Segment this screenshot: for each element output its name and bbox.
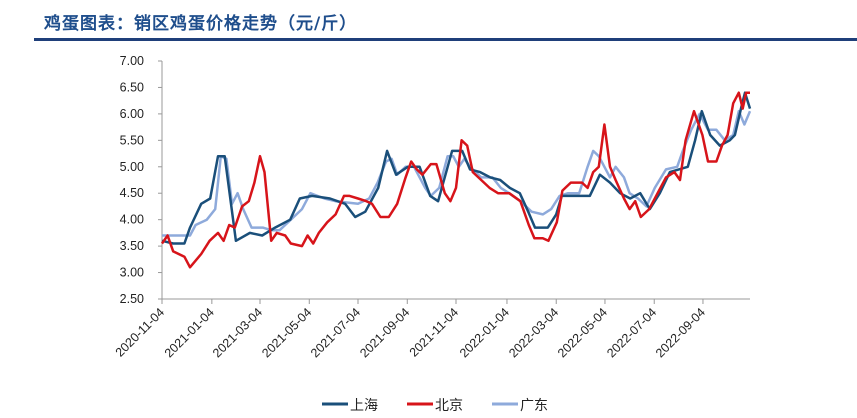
x-tick-label: 2021-09-04 (357, 305, 412, 360)
y-tick-label: 3.00 (120, 266, 144, 280)
x-tick-label: 2022-03-04 (506, 305, 561, 360)
x-tick-label: 2021-05-04 (259, 305, 314, 360)
legend-label-beijing: 北京 (435, 398, 463, 414)
y-tick-label: 5.50 (120, 133, 144, 147)
legend-label-guangdong: 广东 (520, 398, 548, 414)
y-tick-label: 3.50 (120, 239, 144, 253)
series-line-guangdong (162, 109, 752, 237)
legend-label-shanghai: 上海 (350, 398, 378, 414)
title-divider (34, 38, 857, 41)
x-tick-label: 2022-05-04 (555, 305, 610, 360)
x-tick-label: 2022-09-04 (653, 305, 708, 360)
y-tick-label: 4.00 (120, 213, 144, 227)
x-tick-label: 2021-07-04 (308, 305, 363, 360)
y-tick-label: 2.50 (120, 292, 144, 306)
x-tick-label: 2021-11-04 (407, 305, 461, 359)
series-line-beijing (160, 91, 750, 269)
y-tick-label: 5.00 (120, 160, 144, 174)
y-tick-label: 7.00 (120, 54, 144, 68)
y-tick-label: 4.50 (120, 186, 144, 200)
x-tick-label: 2021-03-04 (210, 305, 265, 360)
x-tick-label: 2022-07-04 (604, 305, 659, 360)
x-tick-label: 2021-01-04 (162, 305, 217, 360)
x-tick-label: 2022-01-04 (457, 305, 512, 360)
chart-title: 鸡蛋图表：销区鸡蛋价格走势（元/斤） (44, 14, 358, 34)
series-line-shanghai (161, 91, 752, 245)
y-tick-label: 6.00 (120, 107, 144, 121)
x-tick-label: 2020-11-04 (113, 305, 167, 359)
y-tick-label: 6.50 (120, 80, 144, 94)
